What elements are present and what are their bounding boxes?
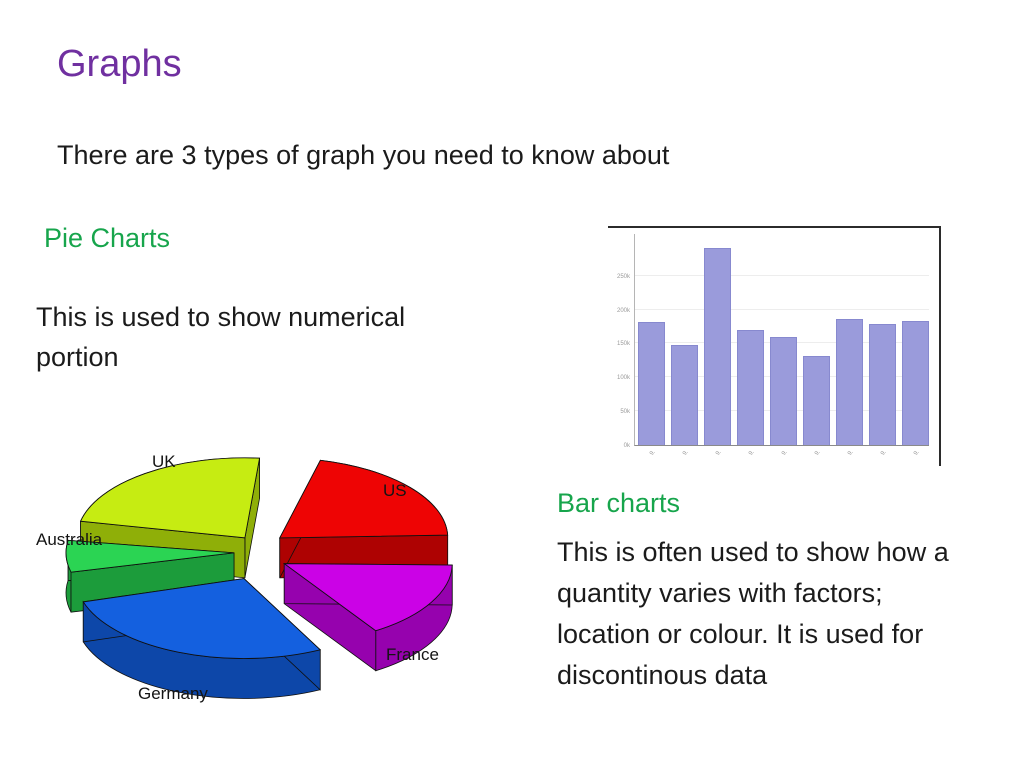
bar-7 <box>836 319 863 445</box>
pie-chart-image: UK Australia US France Germany <box>36 452 453 703</box>
bar-5 <box>770 337 797 445</box>
pie-slice-germany <box>82 577 322 699</box>
bar-4 <box>737 329 764 445</box>
bar-chart-x-tick-label: 9. <box>648 449 657 458</box>
pie-label-germany: Germany <box>138 684 208 703</box>
pie-section-body: This is used to show numerical portion <box>36 302 406 372</box>
bar-chart-x-tick-label: 9. <box>780 449 789 458</box>
pie-label-france: France <box>386 645 439 664</box>
bar-chart-y-tick-label: 50k <box>620 409 630 416</box>
pie-slice-top-face <box>65 539 235 573</box>
bar-1 <box>638 322 665 445</box>
bar-section-heading: Bar charts <box>557 488 681 518</box>
pie-slice-us <box>279 459 449 579</box>
bar-6 <box>803 355 830 445</box>
bar-chart-image: 0k 50k 100k 150k 200k 250k 9. 9. 9. 9. 9. 9. 9. 9. 9. <box>608 226 941 466</box>
bar-chart-x-tick-label: 9. <box>879 449 888 458</box>
bar-chart-x-tick-label: 9. <box>813 449 822 458</box>
bar-chart-y-tick-label: 0k <box>623 443 630 449</box>
bar-chart-gridline <box>635 308 929 310</box>
intro-text: There are 3 types of graph you need to k… <box>57 140 670 170</box>
bar-plot-area <box>634 234 929 446</box>
pie-slice-top-face <box>279 459 449 539</box>
pie-label-uk: UK <box>152 452 176 471</box>
bar-chart-x-tick-label: 9. <box>747 449 756 458</box>
pie-label-us: US <box>383 481 407 500</box>
pie-slice-top-face <box>82 578 322 659</box>
bar-chart-gridline <box>635 274 929 276</box>
pie-slice-france <box>282 562 453 672</box>
bar-9 <box>902 321 929 445</box>
page-title: Graphs <box>57 43 182 85</box>
bar-8 <box>869 324 896 445</box>
pie-label-australia: Australia <box>36 530 103 549</box>
bar-chart-x-tick-label: 9. <box>912 449 921 458</box>
bar-chart-y-tick-label: 100k <box>616 375 630 382</box>
bar-3 <box>704 247 731 445</box>
pie-slice-top-face <box>282 563 453 632</box>
bar-2 <box>671 344 698 445</box>
pie-slice-top-face <box>79 457 261 539</box>
bar-section-body: This is often used to show how a quantit… <box>557 537 949 691</box>
bar-chart-x-tick-label: 9. <box>681 449 690 458</box>
bar-chart-y-tick-label: 200k <box>616 307 630 314</box>
pie-section-heading: Pie Charts <box>44 223 171 253</box>
bar-chart-y-tick-label: 250k <box>616 273 630 280</box>
bar-chart-y-tick-label: 150k <box>616 341 630 348</box>
bar-chart-x-tick-label: 9. <box>714 449 723 458</box>
bar-chart-x-tick-label: 9. <box>846 449 855 458</box>
